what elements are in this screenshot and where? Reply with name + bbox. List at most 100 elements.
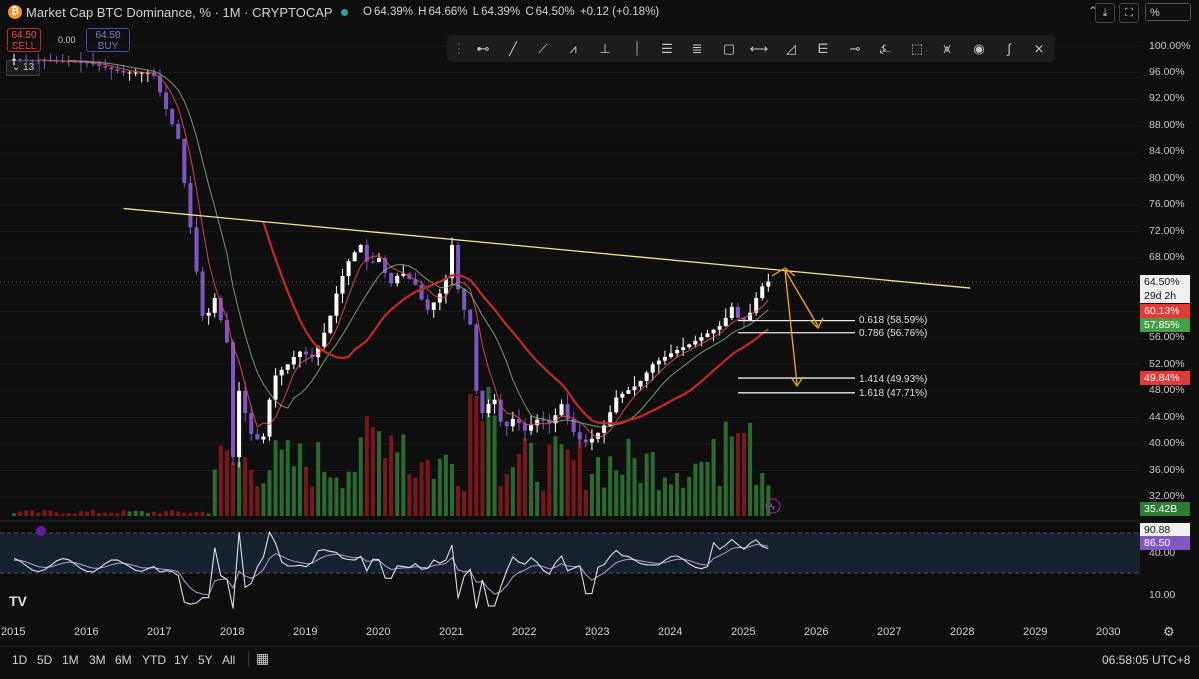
- volume-bar: [486, 386, 491, 516]
- volume-bar: [583, 489, 588, 516]
- cross-line-icon[interactable]: ⊥: [599, 41, 611, 56]
- volume-bar: [553, 436, 558, 516]
- remove-drawings-icon[interactable]: ⨯: [1033, 41, 1045, 56]
- volume-bar: [36, 512, 41, 516]
- candle-body: [681, 347, 686, 350]
- settings-gear-icon[interactable]: ⚙: [1163, 624, 1175, 639]
- chart-header: ₿ Market Cap BTC Dominance, % · 1M · CRY…: [0, 0, 1199, 26]
- price-tick: 52.00%: [1149, 358, 1185, 370]
- measure-icon[interactable]: ⟷: [749, 41, 769, 56]
- candle-body: [24, 59, 29, 61]
- drag-handle-icon[interactable]: ⋮: [452, 41, 466, 56]
- candle-body: [78, 62, 83, 64]
- market-status-icon: [341, 9, 348, 16]
- ma-mid-line: [68, 60, 769, 428]
- candle-body: [212, 298, 217, 313]
- calendar-icon[interactable]: ▦: [256, 650, 270, 666]
- projection-arrow-short: [784, 269, 819, 327]
- trend-line-icon[interactable]: ╱: [509, 41, 517, 56]
- volume-bar: [127, 511, 132, 516]
- volume-bar: [279, 449, 284, 516]
- ray-icon[interactable]: ⟋: [538, 41, 548, 56]
- range-button-1d[interactable]: 1D: [12, 653, 28, 667]
- candle-body: [614, 397, 619, 413]
- rsi-tick-40: 40.00: [1149, 547, 1176, 559]
- volume-bar: [383, 458, 388, 516]
- candle-body: [504, 421, 509, 427]
- candle-body: [675, 349, 680, 354]
- volume-bar: [42, 510, 47, 516]
- year-label: 2021: [439, 626, 464, 638]
- volume-bar: [608, 456, 613, 516]
- candle-body: [462, 289, 467, 310]
- candle-body: [608, 412, 613, 426]
- range-button-5d[interactable]: 5D: [37, 653, 53, 667]
- ma-mid-price-label: 57.85%: [1140, 318, 1190, 332]
- high-value: 64.66%: [428, 6, 468, 18]
- fib-retracement-icon[interactable]: ≣: [691, 41, 703, 56]
- candle-body: [97, 64, 102, 66]
- price-chart[interactable]: ϟ TV: [0, 26, 1140, 626]
- horizontal-line-icon[interactable]: ⊷: [476, 41, 490, 56]
- volume-bar: [395, 452, 400, 516]
- range-button-6m[interactable]: 6M: [115, 653, 132, 667]
- year-label: 2022: [512, 626, 537, 638]
- candle-body: [224, 320, 229, 343]
- brush-icon[interactable]: ◿: [786, 41, 796, 56]
- circle-tool-icon[interactable]: ◉: [973, 41, 985, 56]
- candle-body: [66, 61, 71, 63]
- volume-bar: [139, 511, 144, 516]
- volume-bar: [328, 477, 333, 516]
- range-button-ytd[interactable]: YTD: [142, 653, 166, 667]
- callout-icon[interactable]: ⬚: [910, 41, 924, 56]
- range-button-all[interactable]: All: [222, 653, 236, 667]
- ma-fast-line: [38, 59, 769, 438]
- candle-body: [377, 258, 381, 262]
- candle-body: [486, 404, 491, 413]
- pitchfork-icon[interactable]: ⍼: [879, 41, 891, 56]
- parallel-channel-icon[interactable]: ☰: [661, 41, 673, 56]
- volume-bar: [754, 484, 759, 516]
- curve-icon[interactable]: ∫: [1007, 41, 1011, 56]
- symbol-title[interactable]: Market Cap BTC Dominance, % · 1M · CRYPT…: [26, 5, 333, 20]
- volume-bar: [194, 511, 199, 516]
- volume-bar: [237, 462, 242, 516]
- sell-price: 64.50: [11, 30, 37, 41]
- range-button-5y[interactable]: 5Y: [198, 653, 213, 667]
- volume-bar: [693, 463, 698, 516]
- scale-mode-select[interactable]: %: [1145, 3, 1191, 21]
- candle-body: [626, 390, 631, 394]
- candle-body: [596, 432, 600, 439]
- pattern-icon[interactable]: ⩙: [943, 41, 951, 56]
- volume-bar: [145, 512, 150, 516]
- polyline-icon[interactable]: ⩘: [569, 41, 577, 56]
- volume-bar: [310, 486, 315, 516]
- volume-bar: [407, 474, 412, 516]
- candle-body: [133, 72, 138, 74]
- vertical-line-icon[interactable]: ⏐: [633, 41, 641, 56]
- volume-bar: [638, 483, 643, 516]
- volume-bar: [602, 487, 607, 516]
- candle-body: [529, 425, 534, 431]
- volume-bar: [450, 463, 454, 516]
- range-button-1y[interactable]: 1Y: [174, 653, 189, 667]
- chevron-up-icon[interactable]: ⌃: [1088, 4, 1099, 18]
- volume-bar: [431, 479, 436, 516]
- current-price-label: 64.50%: [1140, 275, 1190, 289]
- fullscreen-icon[interactable]: ⛶: [1119, 3, 1139, 23]
- fib-extension-icon[interactable]: ⋿: [817, 41, 829, 56]
- download-icon[interactable]: ⤓: [1095, 3, 1115, 23]
- volume-bar: [462, 490, 467, 516]
- volume-bar: [492, 415, 497, 516]
- candle-body: [310, 354, 315, 358]
- bottom-toolbar: [0, 646, 1199, 679]
- range-button-1m[interactable]: 1M: [62, 653, 79, 667]
- price-line-icon[interactable]: ⊸: [849, 41, 861, 56]
- volume-bar: [742, 432, 746, 516]
- rectangle-icon[interactable]: ▢: [722, 41, 736, 56]
- candle-body: [328, 315, 333, 333]
- range-button-3m[interactable]: 3M: [89, 653, 106, 667]
- candle-body: [413, 279, 418, 285]
- clock: 06:58:05 UTC+8: [1102, 653, 1191, 667]
- candle-body: [456, 244, 461, 290]
